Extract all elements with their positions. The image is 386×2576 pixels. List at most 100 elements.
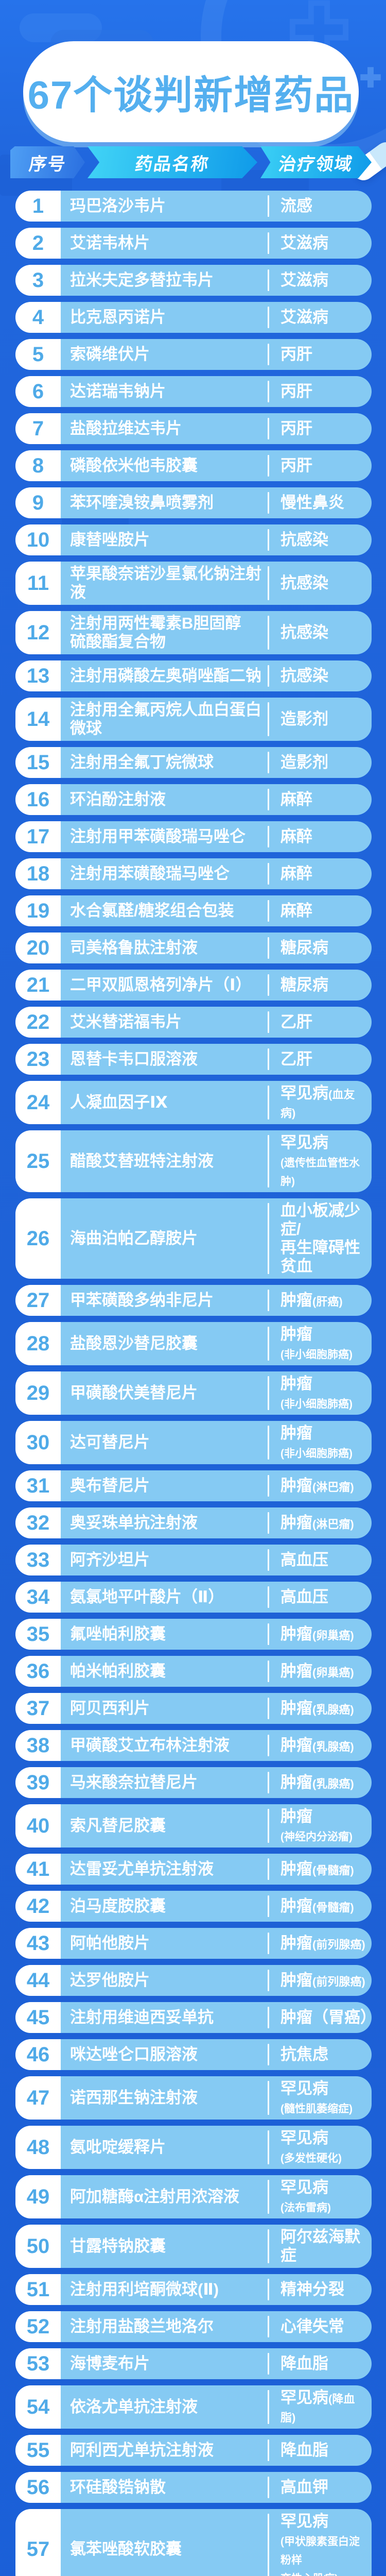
treatment-area: 抗感染 (280, 574, 328, 592)
treatment-area: 罕见病(血友病) (280, 1084, 355, 1120)
drug-name: 二甲双胍恩格列净片（Ⅰ） (70, 976, 252, 994)
row-number: 40 (15, 1804, 61, 1848)
treatment-area: 艾滋病 (280, 308, 328, 326)
column-divider (268, 1475, 269, 1497)
row-number: 6 (15, 376, 61, 407)
drug-name: 苹果酸奈诺沙星氯化钠注射液 (70, 565, 261, 601)
drug-name: 泊马度胺胶囊 (70, 1897, 166, 1915)
drug-name: 帕米帕利胶囊 (70, 1662, 166, 1680)
table-row: 33 阿齐沙坦片 高血压 (15, 1545, 372, 1575)
row-number: 57 (15, 2509, 61, 2576)
row-number: 7 (15, 413, 61, 444)
drug-name: 艾米替诺福韦片 (70, 1013, 182, 1031)
treatment-area: 抗感染 (280, 623, 328, 641)
table-row: 48 氨吡啶缓释片 罕见病 (多发性硬化) (15, 2126, 372, 2169)
row-number: 9 (15, 487, 61, 518)
column-divider (268, 1970, 269, 1991)
row-number: 22 (15, 1007, 61, 1038)
treatment-area: 麻醉 (280, 790, 312, 808)
row-number: 20 (15, 933, 61, 963)
column-divider (268, 789, 269, 810)
row-number: 4 (15, 302, 61, 333)
row-number: 19 (15, 895, 61, 926)
treatment-area: 乙肝 (280, 1050, 312, 1068)
treatment-area: 罕见病 (多发性硬化) (280, 2129, 342, 2164)
table-row: 26 海曲泊帕乙醇胺片 血小板减少症/再生障碍性贫血 (15, 1198, 372, 1279)
row-number: 41 (15, 1854, 61, 1885)
column-divider (268, 1735, 269, 1756)
column-divider (268, 863, 269, 885)
treatment-area: 降血脂 (280, 2441, 328, 2459)
column-divider (268, 1327, 269, 1361)
drug-name: 注射用苯磺酸瑞马唑仑 (70, 865, 230, 883)
table-row: 51 注射用利培酮微球(Ⅱ) 精神分裂 (15, 2274, 372, 2305)
row-number: 27 (15, 1285, 61, 1316)
column-divider (268, 529, 269, 551)
column-divider (268, 1772, 269, 1793)
table-row: 27 甲苯磺酸多纳非尼片 肿瘤(肝癌) (15, 1285, 372, 1316)
table-row: 35 氟唑帕利胶囊 肿瘤(卵巢癌) (15, 1619, 372, 1650)
column-divider (268, 2081, 269, 2115)
treatment-area: 肿瘤 (非小细胞肺癌) (280, 1375, 353, 1410)
table-row: 31 奥布替尼片 肿瘤(淋巴瘤) (15, 1470, 372, 1501)
column-divider (268, 665, 269, 687)
drug-name: 阿利西尤单抗注射液 (70, 2441, 214, 2459)
treatment-area: 麻醉 (280, 865, 312, 883)
table-row: 49 阿加糖酶α注射用浓溶液 罕见病 (法布雷病) (15, 2175, 372, 2218)
column-divider (268, 1660, 269, 1682)
row-number: 28 (15, 1322, 61, 1365)
drug-name: 甲磺酸艾立布林注射液 (70, 1736, 230, 1754)
table-row: 43 阿帕他胺片 肿瘤(前列腺癌) (15, 1928, 372, 1959)
table-row: 8 磷酸依米他韦胶囊 丙肝 (15, 450, 372, 481)
treatment-area: 高血压 (280, 1551, 328, 1569)
row-number: 36 (15, 1656, 61, 1687)
table-row: 36 帕米帕利胶囊 肿瘤(卵巢癌) (15, 1656, 372, 1687)
treatment-area: 罕见病 (法布雷病) (280, 2178, 331, 2214)
drug-name: 注射用利培酮微球(Ⅱ) (70, 2280, 219, 2298)
treatment-area: 罕见病 (遗传性血管性水肿) (280, 1133, 360, 1188)
drug-name: 水合氯醛/糖浆组合包装 (70, 902, 234, 920)
row-number: 37 (15, 1693, 61, 1724)
column-divider (268, 418, 269, 439)
column-header-num: 序号 (10, 146, 85, 178)
row-number: 14 (15, 698, 61, 741)
drug-name: 司美格鲁肽注射液 (70, 939, 198, 957)
table-row: 46 咪达唑仑口服溶液 抗焦虑 (15, 2039, 372, 2070)
drug-name: 比克恩丙诺片 (70, 308, 166, 326)
treatment-area: 肿瘤（胃癌） (280, 2008, 372, 2026)
table-row: 14 注射用全氟丙烷人血白蛋白微球 造影剂 (15, 698, 372, 741)
treatment-area: 罕见病 (髓性肌萎缩症) (280, 2079, 353, 2115)
row-number: 26 (15, 1198, 61, 1279)
treatment-area: 糖尿病 (280, 939, 328, 957)
column-divider (268, 1809, 269, 1843)
column-divider (268, 1623, 269, 1645)
column-divider (268, 2514, 269, 2576)
row-number: 52 (15, 2311, 61, 2342)
drug-name: 阿帕他胺片 (70, 1934, 150, 1952)
column-divider (268, 195, 269, 217)
treatment-area: 肿瘤(肝癌) (280, 1291, 343, 1309)
table-row: 22 艾米替诺福韦片 乙肝 (15, 1007, 372, 1038)
row-number: 45 (15, 2002, 61, 2033)
column-divider (268, 2477, 269, 2498)
row-number: 5 (15, 339, 61, 370)
row-number: 44 (15, 1965, 61, 1996)
drug-name: 苯环喹溴铵鼻喷雾剂 (70, 494, 214, 512)
treatment-area: 肿瘤(淋巴瘤) (280, 1477, 354, 1495)
row-number: 38 (15, 1730, 61, 1761)
treatment-area: 肿瘤(前列腺癌) (280, 1971, 365, 1989)
row-number: 12 (15, 611, 61, 654)
column-divider (268, 232, 269, 254)
table-row: 2 艾诺韦林片 艾滋病 (15, 228, 372, 259)
row-number: 34 (15, 1582, 61, 1613)
treatment-area: 麻醉 (280, 902, 312, 920)
row-number: 30 (15, 1421, 61, 1464)
table-row: 7 盐酸拉维达韦片 丙肝 (15, 413, 372, 444)
row-number: 16 (15, 784, 61, 815)
table-row: 37 阿贝西利片 肿瘤(乳腺癌) (15, 1693, 372, 1724)
treatment-area: 流感 (280, 197, 312, 215)
row-number: 17 (15, 821, 61, 852)
table-row: 13 注射用磷酸左奥硝唑酯二钠 抗感染 (15, 660, 372, 691)
table-row: 47 诺西那生钠注射液 罕见病 (髓性肌萎缩症) (15, 2076, 372, 2120)
